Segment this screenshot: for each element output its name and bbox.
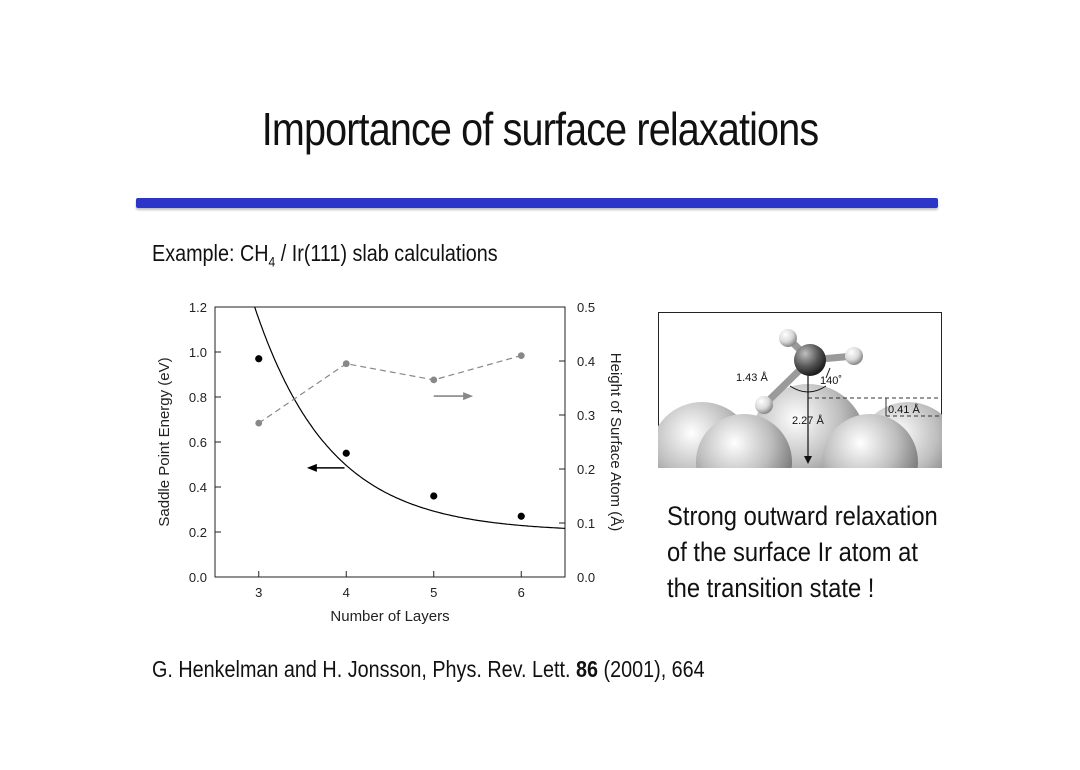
conclusion-note: Strong outward relaxation of the surface… (667, 498, 938, 606)
note-line: Strong outward relaxation (667, 501, 938, 531)
ch4-ir-structure-image: 1.43 Å 140˚ 2.27 Å 0.41 Å (658, 312, 942, 468)
height-dashed-line (258, 355, 522, 424)
citation-pages: (2001), 664 (598, 656, 705, 682)
y-tick-label: 1.0 (189, 345, 207, 360)
angle-label: 140˚ (820, 375, 842, 387)
height-point (342, 360, 350, 368)
bond-length-label: 1.43 Å (736, 371, 768, 384)
note-line: of the surface Ir atom at (667, 537, 918, 567)
energy-fit-curve (254, 307, 565, 529)
y-tick-label: 1.2 (189, 300, 207, 315)
right-axis-arrowhead (463, 392, 474, 401)
left-axis-arrowhead (306, 463, 317, 472)
energy-point (517, 512, 525, 520)
energy-point (342, 449, 350, 457)
y2-tick-label: 0.1 (577, 516, 595, 531)
slide-title: Importance of surface relaxations (261, 103, 819, 155)
energy-point (255, 355, 263, 363)
example-suffix: / Ir(111) slab calculations (275, 240, 498, 266)
x-tick-label: 6 (518, 585, 525, 600)
y2-tick-label: 0.2 (577, 462, 595, 477)
y2-axis-label: Height of Surface Atom (Å) (607, 353, 624, 531)
carbon-atom (794, 344, 826, 376)
hydrogen-atom (845, 347, 863, 365)
citation-authors: G. Henkelman and H. Jonsson, Phys. Rev. … (152, 656, 577, 682)
relaxation-label: 0.41 Å (888, 403, 920, 416)
height-point (430, 376, 438, 384)
y-tick-label: 0.2 (189, 525, 207, 540)
y-tick-label: 0.0 (189, 570, 207, 585)
height-arrow-head (804, 456, 812, 464)
y2-tick-label: 0.0 (577, 570, 595, 585)
y-tick-label: 0.4 (189, 480, 207, 495)
x-axis-label: Number of Layers (330, 608, 449, 625)
height-label: 2.27 Å (792, 414, 824, 427)
ir-atom (822, 414, 918, 468)
plot-frame (214, 306, 566, 578)
angle-pointer (825, 367, 831, 379)
x-tick-label: 5 (430, 585, 437, 600)
note-line: the transition state ! (667, 573, 875, 603)
y2-tick-label: 0.3 (577, 408, 595, 423)
hydrogen-atom (755, 396, 773, 414)
height-point (517, 352, 525, 359)
hydrogen-atom (779, 329, 797, 347)
title-divider (136, 198, 938, 208)
height-point (255, 419, 263, 427)
x-tick-label: 3 (255, 585, 262, 600)
example-caption: Example: CH4 / Ir(111) slab calculations (152, 240, 498, 270)
methane-molecule (755, 329, 863, 414)
citation: G. Henkelman and H. Jonsson, Phys. Rev. … (152, 656, 705, 683)
saddle-energy-chart: 0.0 0.2 0.4 0.6 0.8 1.0 1.2 0.0 0.1 0.2 0.3 0.4 0.5 3… (156, 300, 624, 625)
y-axis-label: Saddle Point Energy (eV) (156, 357, 173, 526)
y-tick-label: 0.8 (189, 390, 207, 405)
x-tick-label: 4 (343, 585, 350, 600)
angle-arc (789, 385, 827, 393)
y-tick-label: 0.6 (189, 435, 207, 450)
ir-atom (696, 414, 792, 468)
example-subscript: 4 (268, 253, 276, 270)
example-prefix: Example: CH (152, 240, 269, 266)
y2-tick-label: 0.5 (577, 300, 595, 315)
citation-volume: 86 (576, 656, 599, 682)
y2-tick-label: 0.4 (577, 354, 595, 369)
energy-point (430, 492, 438, 500)
